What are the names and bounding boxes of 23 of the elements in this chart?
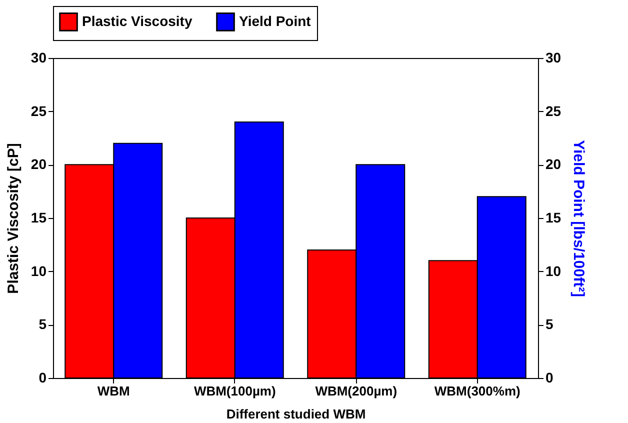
y-tick-label: 0 [38, 370, 47, 386]
y2-tick-label: 20 [546, 156, 562, 172]
y2-axis-title: Yield Point [lbs/100ft²] [570, 140, 588, 297]
y-tick-label: 10 [30, 262, 47, 279]
y-tick-label: 20 [30, 156, 47, 172]
x-tick-label: WBM(300%m) [434, 384, 520, 398]
legend-label: Yield Point [239, 12, 312, 29]
y-axis-title: Plastic Viscosity [cP] [4, 143, 22, 294]
y2-tick-label: 30 [546, 50, 562, 66]
x-axis-title: Different studied WBM [226, 406, 366, 422]
y-tick-label: 25 [30, 102, 47, 119]
x-tick-label: WBM [97, 384, 130, 398]
y2-tick-label: 5 [546, 316, 554, 332]
y-tick-label: 5 [38, 316, 47, 332]
y2-tick-label: 0 [546, 370, 554, 386]
x-tick-label: WBM(100µm) [194, 384, 276, 398]
y-tick-label: 30 [30, 50, 47, 66]
y2-tick-label: 15 [546, 210, 562, 226]
legend-label: Plastic Viscosity [82, 12, 192, 29]
x-tick-label: WBM(200µm) [315, 384, 398, 398]
y2-tick-label: 10 [546, 262, 562, 279]
y2-tick-label: 25 [546, 102, 562, 119]
y-tick-label: 15 [30, 210, 47, 226]
